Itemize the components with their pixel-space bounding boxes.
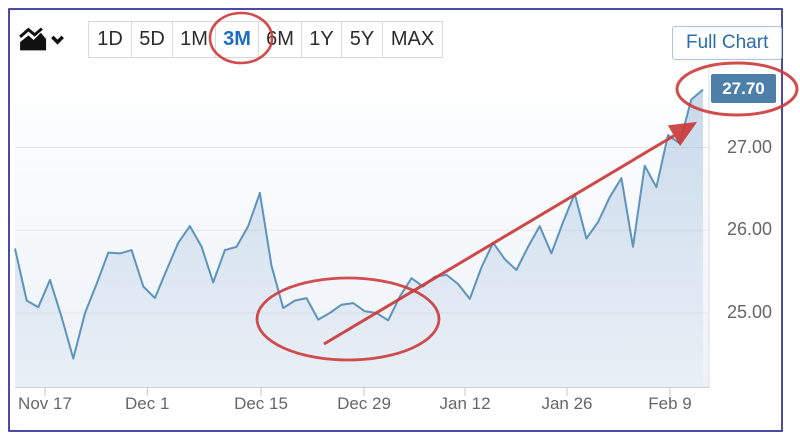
y-axis-label: 26.00: [726, 219, 772, 240]
y-axis-label: 27.00: [726, 136, 772, 157]
x-axis-label: Jan 12: [439, 394, 491, 413]
range-button-1d[interactable]: 1D: [89, 22, 132, 57]
chart-plot-area[interactable]: [15, 66, 709, 387]
area-chart-icon: [19, 27, 64, 51]
range-button-6m[interactable]: 6M: [259, 22, 302, 57]
x-axis-label: Feb 9: [648, 394, 692, 413]
x-axis-label: Dec 1: [125, 394, 170, 413]
last-price-label: 27.70: [711, 74, 776, 103]
x-axis-label: Dec 15: [234, 394, 288, 413]
x-axis-label: Dec 29: [337, 394, 391, 413]
range-button-max[interactable]: MAX: [383, 22, 442, 57]
x-axis-label: Nov 17: [18, 394, 72, 413]
range-button-group: 1D 5D 1M 3M 6M 1Y 5Y MAX: [88, 21, 443, 58]
full-chart-button[interactable]: Full Chart: [672, 26, 783, 60]
range-button-1m[interactable]: 1M: [173, 22, 216, 57]
x-axis-label: Jan 26: [541, 394, 593, 413]
chevron-down-icon: [51, 35, 64, 45]
range-button-5y[interactable]: 5Y: [342, 22, 383, 57]
range-button-1y[interactable]: 1Y: [302, 22, 342, 57]
range-button-5d[interactable]: 5D: [132, 22, 173, 57]
chart-type-selector[interactable]: [18, 26, 70, 56]
range-button-3m[interactable]: 3M: [216, 22, 259, 57]
area-chart-glyph: [20, 32, 47, 51]
y-axis-label: 25.00: [726, 302, 772, 322]
